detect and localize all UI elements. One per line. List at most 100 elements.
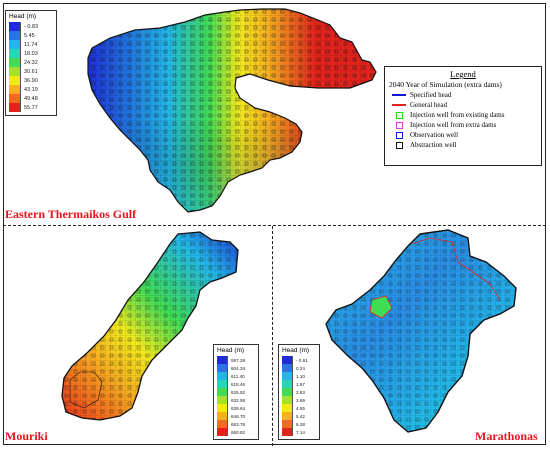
- colorbar-label: 625.52: [231, 389, 246, 395]
- colorbar-swatch: [282, 396, 293, 404]
- colorbar-swatch: [217, 364, 228, 372]
- colorbar-entry: 5.45: [9, 31, 53, 40]
- colorbar-swatch: [217, 372, 228, 380]
- figure-frame: [3, 3, 546, 445]
- colorbar-entry: 4.55: [282, 404, 316, 412]
- colorbar-swatch: [217, 388, 228, 396]
- colorbar-swatch: [282, 356, 293, 364]
- colorbar-label: - 0.61: [296, 357, 308, 363]
- colorbar-title: Head (m): [282, 347, 310, 354]
- legend-item-label: General head: [410, 101, 448, 109]
- colorbar-label: 632.58: [231, 397, 246, 403]
- colorbar-entry: 11.74: [9, 40, 53, 49]
- colorbar-swatch: [9, 85, 21, 94]
- colorbar-entry: 632.58: [217, 396, 255, 404]
- colorbar-label: 611.40: [231, 373, 245, 379]
- legend-item-label: Abstraction well: [410, 141, 457, 149]
- colorbar-swatch: [9, 49, 21, 58]
- colorbar-swatch: [9, 76, 21, 85]
- legend-item: Abstraction well: [391, 140, 541, 150]
- colorbar-label: 55.77: [24, 104, 38, 111]
- colorbar-swatch: [282, 404, 293, 412]
- colorbar-entry: 0.24: [282, 364, 316, 372]
- colorbar-entry: 49.48: [9, 94, 53, 103]
- colorbar-label: 43.19: [24, 86, 38, 93]
- colorbar-swatch: [217, 380, 228, 388]
- mouriki-colorbar: Head (m) 597.28 604.34 611.40 618.46 625…: [213, 344, 259, 440]
- colorbar-entry: 653.76: [217, 420, 255, 428]
- colorbar-label: 1.10: [296, 373, 305, 379]
- colorbar-entry: 5.42: [282, 412, 316, 420]
- colorbar-entry: - 0.61: [282, 356, 316, 364]
- colorbar-swatch: [217, 412, 228, 420]
- colorbar-swatch: [282, 364, 293, 372]
- colorbar-entry: 36.90: [9, 76, 53, 85]
- colorbar-label: 7.14: [296, 429, 305, 435]
- colorbar-label: 3.69: [296, 397, 305, 403]
- colorbar-label: 597.28: [231, 357, 246, 363]
- colorbar-title: Head (m): [9, 13, 37, 20]
- colorbar-swatch: [217, 356, 228, 364]
- mouriki-title: Mouriki: [5, 429, 48, 443]
- vertical-divider: [272, 226, 273, 446]
- legend-item: Injection well from existing dams: [391, 110, 541, 120]
- legend-item: Observation well: [391, 130, 541, 140]
- colorbar-entry: 55.77: [9, 103, 53, 112]
- colorbar-swatch: [282, 388, 293, 396]
- colorbar-label: 4.55: [296, 405, 305, 411]
- colorbar-label: 30.61: [24, 68, 38, 75]
- colorbar-swatch: [9, 31, 21, 40]
- colorbar-label: 653.76: [231, 421, 246, 427]
- colorbar-entry: 660.82: [217, 428, 255, 436]
- colorbar-swatch: [217, 396, 228, 404]
- colorbar-swatch: [217, 404, 228, 412]
- colorbar-swatch: [9, 22, 21, 31]
- colorbar-entry: 1.97: [282, 380, 316, 388]
- colorbar-entry: 597.28: [217, 356, 255, 364]
- colorbar-swatch: [9, 94, 21, 103]
- general-head-line-icon: [392, 104, 406, 106]
- injection-existing-well-icon: [395, 111, 403, 119]
- marathonas-title: Marathonas: [475, 429, 538, 443]
- legend-item-label: Observation well: [410, 131, 459, 139]
- colorbar-entry: 43.19: [9, 85, 53, 94]
- colorbar-label: 604.34: [231, 365, 246, 371]
- colorbar-entry: 625.52: [217, 388, 255, 396]
- colorbar-entry: 30.61: [9, 67, 53, 76]
- legend-title: Legend: [450, 69, 476, 79]
- thermaikos-colorbar: Head (m) - 0.83 5.45 11.74 18.03 24.32 3…: [5, 10, 57, 116]
- colorbar-entry: - 0.83: [9, 22, 53, 31]
- colorbar-swatch: [282, 380, 293, 388]
- specified-head-line-icon: [392, 94, 406, 96]
- colorbar-label: 24.32: [24, 59, 38, 66]
- colorbar-swatch: [282, 372, 293, 380]
- legend-item-label: Injection well from extra dams: [410, 121, 497, 129]
- thermaikos-title: Eastern Thermaikos Gulf: [5, 207, 137, 221]
- colorbar-swatch: [9, 103, 21, 112]
- colorbar-label: 618.46: [231, 381, 246, 387]
- colorbar-entry: 2.83: [282, 388, 316, 396]
- colorbar-label: - 0.83: [24, 23, 39, 30]
- colorbar-label: 660.82: [231, 429, 246, 435]
- colorbar-swatch: [9, 58, 21, 67]
- colorbar-label: 0.24: [296, 365, 305, 371]
- marathonas-colorbar: Head (m) - 0.61 0.24 1.10 1.97 2.83 3.69…: [278, 344, 320, 440]
- colorbar-label: 5.45: [24, 32, 35, 39]
- colorbar-swatch: [9, 67, 21, 76]
- colorbar-label: 6.28: [296, 421, 305, 427]
- legend-item: Specified head: [391, 90, 541, 100]
- colorbar-label: 49.48: [24, 95, 38, 102]
- colorbar-entry: 618.46: [217, 380, 255, 388]
- injection-extra-well-icon: [395, 121, 403, 129]
- colorbar-label: 11.74: [24, 41, 38, 48]
- colorbar-label: 5.42: [296, 413, 305, 419]
- colorbar-entry: 639.64: [217, 404, 255, 412]
- colorbar-swatch: [217, 428, 228, 436]
- colorbar-swatch: [282, 420, 293, 428]
- colorbar-label: 639.64: [231, 405, 246, 411]
- colorbar-label: 646.70: [231, 413, 246, 419]
- colorbar-entry: 604.34: [217, 364, 255, 372]
